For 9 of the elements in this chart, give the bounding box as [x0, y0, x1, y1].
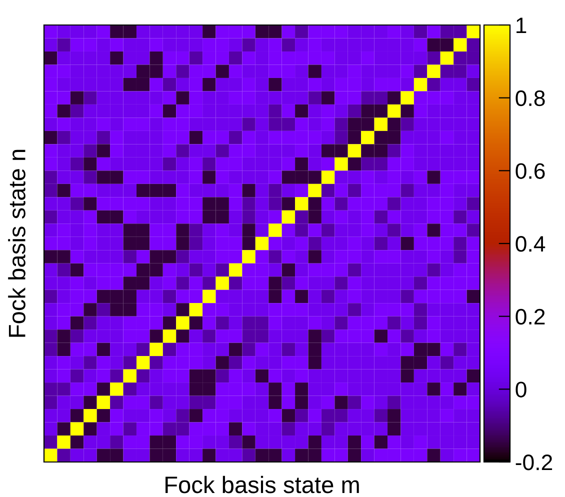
- y-axis-title: Fock basis state n: [8, 150, 26, 337]
- color-bar-label: -0.2: [516, 454, 552, 470]
- color-bar-label: 0: [516, 382, 526, 398]
- color-bar-label: 0.6: [516, 163, 545, 179]
- x-axis-title: Fock basis state m: [166, 476, 359, 494]
- color-bar-label: 0.8: [516, 90, 545, 106]
- color-bar-label: 1: [516, 18, 526, 34]
- color-bar-label: 0.4: [516, 236, 546, 252]
- color-bar-label: 0.2: [516, 308, 545, 325]
